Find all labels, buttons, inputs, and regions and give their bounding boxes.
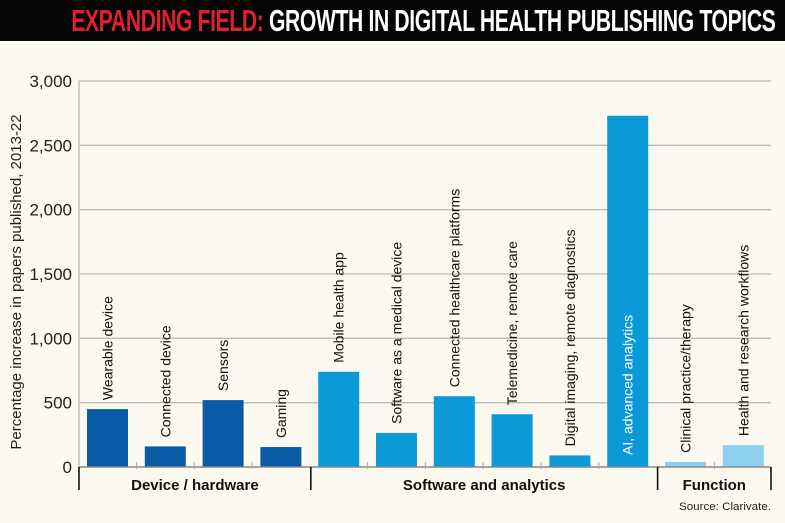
bar [318, 371, 360, 467]
chart-title: EXPANDING FIELD: GROWTH IN DIGITAL HEALT… [71, 3, 775, 39]
bar [87, 409, 128, 467]
title-main: GROWTH IN DIGITAL HEALTH PUBLISHING TOPI… [263, 3, 776, 38]
bar-label: Wearable device [100, 296, 116, 400]
bar-label: AI, advanced analytics [620, 315, 636, 455]
y-tick-label: 500 [44, 394, 72, 413]
y-tick-label: 1,000 [29, 329, 72, 348]
y-tick-label: 1,500 [29, 265, 72, 284]
bar-label: Digital imaging, remote diagnostics [562, 229, 578, 446]
bar [549, 455, 591, 467]
bar-label: Connected device [157, 325, 173, 437]
source-note: Source: Clarivate. [679, 501, 771, 513]
title-bar: EXPANDING FIELD: GROWTH IN DIGITAL HEALT… [0, 0, 785, 41]
bar-label: Clinical practice/therapy [678, 304, 694, 453]
y-tick-label: 2,500 [29, 136, 72, 155]
bar [144, 446, 186, 467]
title-highlight: EXPANDING FIELD: [70, 3, 264, 38]
bar-label: Sensors [215, 340, 231, 391]
bar [260, 447, 302, 467]
y-tick-label: 0 [63, 458, 72, 477]
bar [202, 400, 244, 467]
bar-label: Telemedicine, remote care [504, 241, 520, 405]
bar [376, 432, 417, 467]
bar [722, 445, 764, 467]
group-label: Function [683, 477, 746, 494]
bar-label: Mobile health app [331, 252, 347, 363]
bar [433, 396, 475, 467]
group-label: Software and analytics [403, 477, 566, 494]
bar-label: Gaming [273, 389, 289, 438]
y-tick-label: 2,000 [29, 201, 72, 220]
y-axis-label: Percentage increase in papers published,… [8, 114, 25, 449]
group-label: Device / hardware [131, 477, 259, 494]
y-tick-label: 3,000 [29, 72, 72, 91]
bar-label: Health and research workflows [735, 245, 751, 436]
bar [491, 414, 533, 467]
bar-label: Software as a medical device [389, 242, 405, 424]
bar [665, 461, 706, 467]
bar [607, 115, 649, 468]
bar-label: Connected healthcare platforms [446, 189, 462, 387]
